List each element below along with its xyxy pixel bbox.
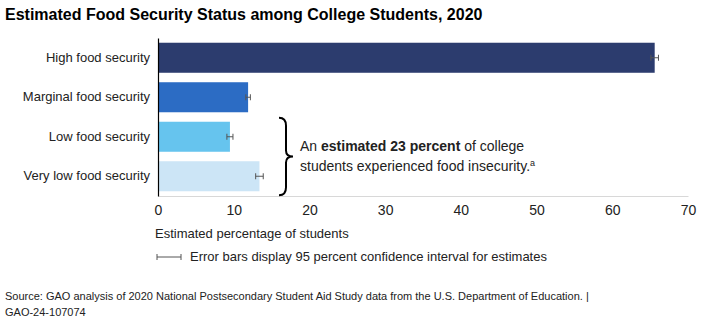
y-tick: High food security — [46, 50, 158, 65]
error-bar — [651, 55, 659, 61]
error-note: Error bars display 95 percent confidence… — [190, 249, 547, 264]
x-tick: 60 — [605, 196, 621, 218]
brace — [279, 118, 293, 196]
annotation-text: a — [530, 158, 535, 168]
x-tick-label: 70 — [681, 202, 697, 218]
error-note-cap — [181, 254, 182, 260]
x-axis: 0 10 20 30 40 50 60 70 — [155, 196, 697, 218]
x-axis-title: Estimated percentage of students — [155, 226, 349, 241]
error-note-icon — [157, 254, 181, 260]
y-tick-label: Very low food security — [24, 168, 151, 183]
bar — [158, 122, 230, 152]
error-bar-line — [246, 97, 251, 98]
annotation-text: of college — [460, 138, 524, 154]
annotation-text: students experienced food insecurity. — [300, 158, 530, 174]
error-bar-cap — [245, 94, 246, 100]
y-axis: High food security Marginal food security… — [23, 39, 159, 197]
y-tick: Low food security — [49, 129, 158, 144]
error-bar-cap — [650, 55, 651, 61]
error-bar-line — [651, 57, 659, 58]
y-tick: Marginal food security — [23, 89, 158, 104]
error-note-line — [157, 257, 181, 258]
error-bar-cap — [232, 134, 233, 140]
x-tick: 70 — [681, 196, 697, 218]
error-note-cap — [157, 254, 158, 260]
x-tick: 50 — [529, 196, 545, 218]
source: GAO-24-107074 — [5, 306, 86, 318]
error-bar-cap — [226, 134, 227, 140]
x-tick: 30 — [378, 196, 394, 218]
title: Estimated Food Security Status among Col… — [5, 6, 483, 23]
x-tick-label: 10 — [226, 202, 242, 218]
chart: Estimated Food Security Status among Col… — [0, 0, 720, 329]
bar — [158, 43, 655, 73]
x-tick-label: 40 — [454, 202, 470, 218]
error-bar — [256, 173, 264, 179]
annotation-text: An — [300, 138, 321, 154]
x-tick-label: 60 — [605, 202, 621, 218]
plot-area — [158, 43, 658, 192]
y-tick-label: High food security — [46, 50, 151, 65]
x-tick: 10 — [226, 196, 242, 218]
x-tick-label: 0 — [155, 202, 163, 218]
y-tick-label: Low food security — [49, 129, 151, 144]
error-bar-cap — [250, 94, 251, 100]
error-bar-cap — [263, 173, 264, 179]
error-bar — [246, 94, 251, 100]
error-bar-cap — [255, 173, 256, 179]
x-tick-label: 50 — [529, 202, 545, 218]
y-tick: Very low food security — [24, 168, 158, 183]
error-bar-line — [227, 136, 233, 137]
error-bar-line — [256, 176, 264, 177]
x-tick-label: 20 — [302, 202, 318, 218]
x-tick: 20 — [302, 196, 318, 218]
source: Source: GAO analysis of 2020 National Po… — [5, 290, 589, 302]
bar — [158, 82, 248, 112]
annotation: An estimated 23 percent of college studen… — [300, 138, 535, 174]
error-bar — [227, 134, 233, 140]
y-tick-label: Marginal food security — [23, 89, 151, 104]
annotation-text: estimated 23 percent — [321, 138, 461, 154]
error-bar-cap — [658, 55, 659, 61]
x-tick: 0 — [155, 196, 163, 218]
x-tick-label: 30 — [378, 202, 394, 218]
x-axis-line — [159, 196, 689, 197]
y-axis-line — [158, 39, 159, 197]
x-tick: 40 — [454, 196, 470, 218]
bar — [158, 161, 259, 191]
